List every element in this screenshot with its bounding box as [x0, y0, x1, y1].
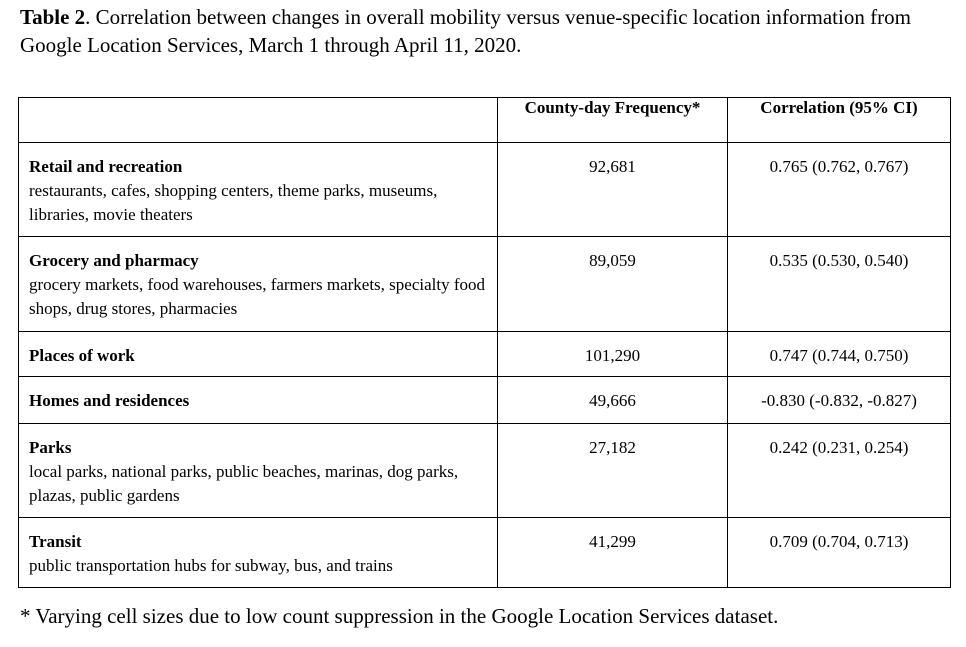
- caption-label: Table 2: [20, 5, 86, 29]
- correlation-cell: 0.535 (0.530, 0.540): [727, 236, 951, 332]
- table-row: Places of work 101,290 0.747 (0.744, 0.7…: [18, 331, 951, 377]
- correlation-cell: 0.765 (0.762, 0.767): [727, 142, 951, 237]
- venue-description: local parks, national parks, public beac…: [29, 462, 459, 505]
- venue-name: Grocery and pharmacy: [29, 251, 199, 270]
- venue-cell: Homes and residences: [18, 376, 498, 424]
- venue-description: public transportation hubs for subway, b…: [29, 556, 393, 575]
- table-footnote: * Varying cell sizes due to low count su…: [20, 604, 779, 628]
- venue-name: Transit: [29, 532, 82, 551]
- header-correlation: Correlation (95% CI): [727, 97, 951, 143]
- correlation-cell: 0.747 (0.744, 0.750): [727, 331, 951, 377]
- venue-cell: Grocery and pharmacy grocery markets, fo…: [18, 236, 498, 332]
- venue-cell: Places of work: [18, 331, 498, 377]
- venue-cell: Parks local parks, national parks, publi…: [18, 423, 498, 518]
- frequency-cell: 89,059: [497, 236, 728, 332]
- correlation-cell: -0.830 (-0.832, -0.827): [727, 376, 951, 424]
- frequency-cell: 49,666: [497, 376, 728, 424]
- table-row: Transit public transportation hubs for s…: [18, 517, 951, 588]
- venue-description: restaurants, cafes, shopping centers, th…: [29, 181, 438, 224]
- venue-name: Retail and recreation: [29, 157, 183, 176]
- venue-cell: Retail and recreation restaurants, cafes…: [18, 142, 498, 237]
- frequency-cell: 101,290: [497, 331, 728, 377]
- frequency-cell: 27,182: [497, 423, 728, 518]
- header-venue: [18, 97, 498, 143]
- table-row: Parks local parks, national parks, publi…: [18, 423, 951, 518]
- venue-description: grocery markets, food warehouses, farmer…: [29, 275, 486, 318]
- caption-text: . Correlation between changes in overall…: [20, 5, 911, 57]
- table-row: Homes and residences 49,666 -0.830 (-0.8…: [18, 376, 951, 424]
- table-row: Retail and recreation restaurants, cafes…: [18, 142, 951, 237]
- table-header-row: County-day Frequency* Correlation (95% C…: [18, 97, 951, 143]
- header-frequency: County-day Frequency*: [497, 97, 728, 143]
- correlation-cell: 0.242 (0.231, 0.254): [727, 423, 951, 518]
- frequency-cell: 41,299: [497, 517, 728, 588]
- correlation-table: County-day Frequency* Correlation (95% C…: [18, 97, 951, 588]
- venue-cell: Transit public transportation hubs for s…: [18, 517, 498, 588]
- venue-name: Homes and residences: [29, 391, 190, 410]
- correlation-cell: 0.709 (0.704, 0.713): [727, 517, 951, 588]
- venue-name: Places of work: [29, 346, 135, 365]
- table-row: Grocery and pharmacy grocery markets, fo…: [18, 236, 951, 332]
- table-caption: Table 2. Correlation between changes in …: [20, 3, 940, 59]
- venue-name: Parks: [29, 438, 72, 457]
- frequency-cell: 92,681: [497, 142, 728, 237]
